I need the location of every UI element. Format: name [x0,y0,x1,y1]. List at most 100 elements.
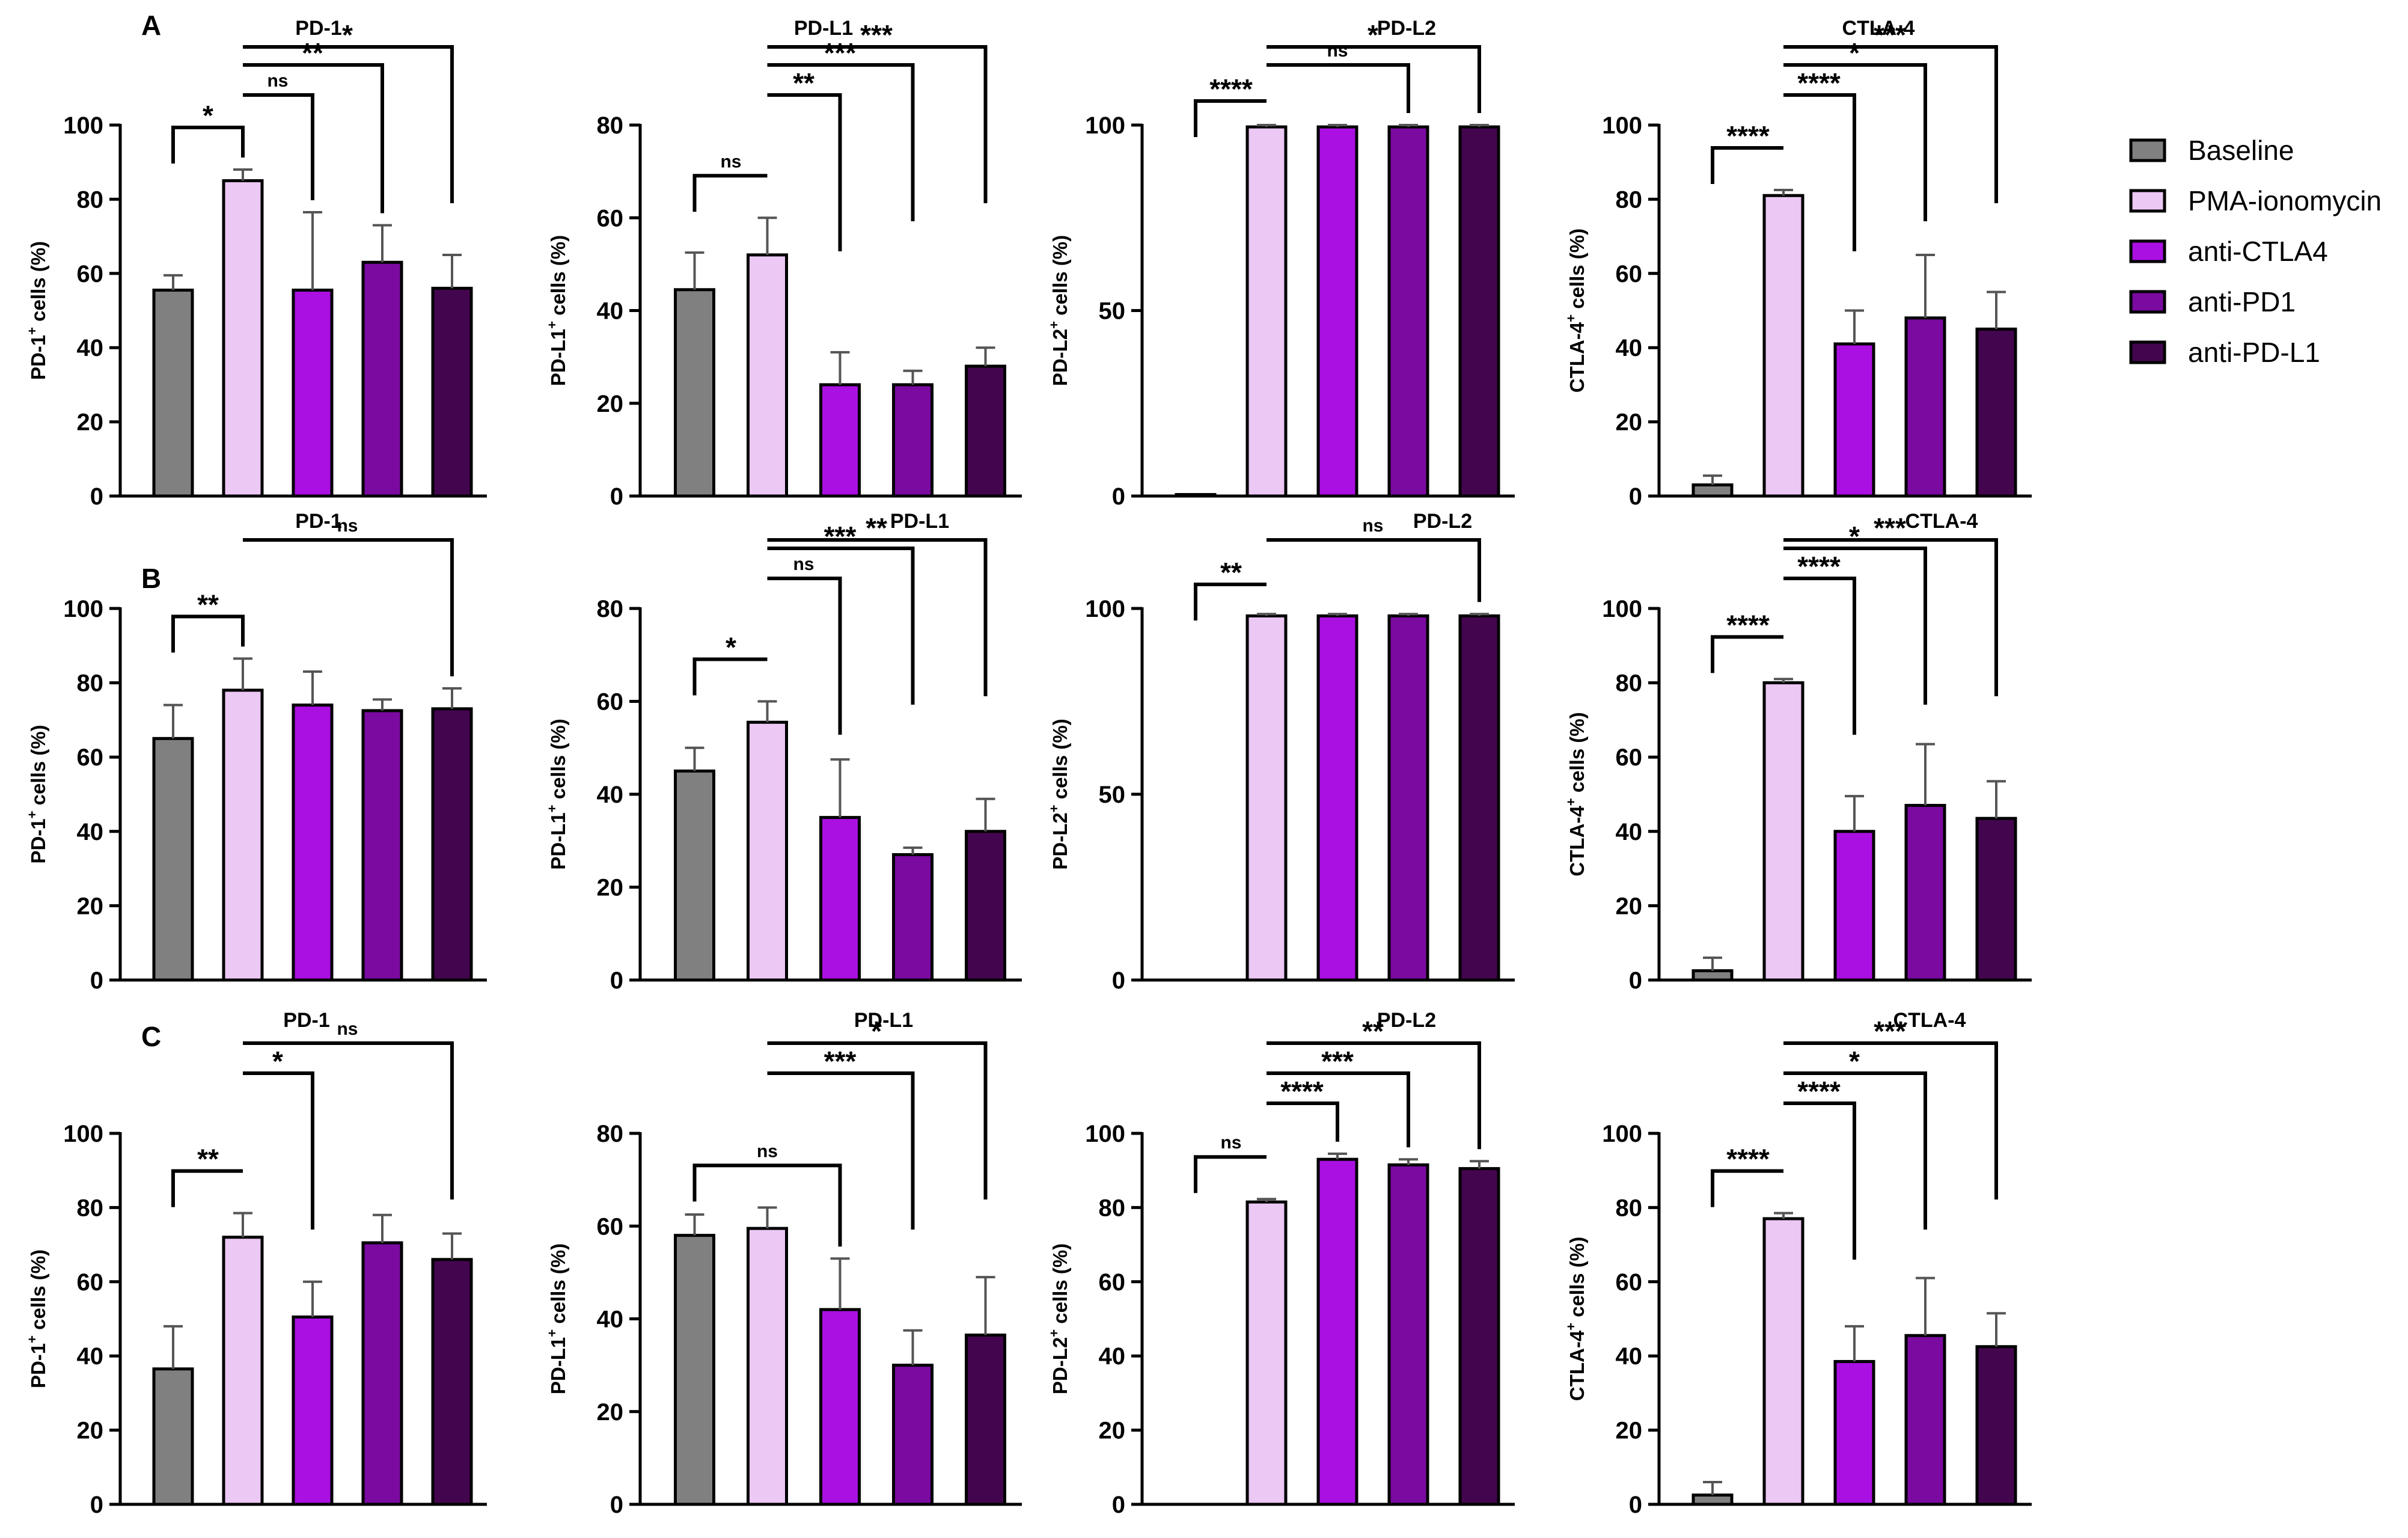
significance-bracket [171,614,245,653]
significance-label: ns [793,554,814,574]
y-axis-label: PD-L1+ cells (%) [545,1243,569,1394]
significance-bracket [1267,1071,1410,1148]
significance-label: ns [337,516,358,536]
significance-bracket [1783,1071,1927,1230]
bar-anti-pd1 [1387,125,1429,498]
significance-bracket [1783,1101,1856,1260]
significance-bracket [1711,1169,1783,1207]
y-axis-label: PD-L1+ cells (%) [545,235,569,386]
significance-bracket [692,1163,842,1247]
y-tick-label: 60 [1616,261,1643,287]
row-label-b: B [141,563,161,594]
bar-pma-ionomycin [747,1227,788,1506]
y-tick-label: 20 [597,1399,624,1426]
significance-bracket [1194,583,1267,620]
y-tick-label: 60 [1616,1269,1643,1296]
y-axis-label: PD-1+ cells (%) [25,725,49,863]
significance-bracket [1267,45,1481,113]
y-tick-label: 20 [77,893,104,919]
y-tick-label: 50 [1099,298,1126,325]
significance-bracket [1783,1041,1998,1199]
significance-bracket [171,1169,243,1207]
bar-anti-pd-l1 [1975,327,2017,498]
y-tick-label: 100 [1085,112,1125,139]
legend-label: Baseline [2188,135,2294,166]
bar-pma-ionomycin [1762,194,1804,498]
panel-B-pd-l2: PD-L2 PD-L2+ cells (%) 0 50 100 ** ns [1047,510,1515,994]
significance-label: ns [720,152,741,171]
bar-pma-ionomycin [1245,1200,1288,1506]
y-tick-label: 60 [1099,1269,1126,1296]
significance-label: **** [1280,1076,1324,1107]
panel-title: PD-1 [283,1009,329,1032]
significance-label: ** [302,37,323,69]
y-axis-label: CTLA-4+ cells (%) [1563,712,1588,876]
bar-anti-ctla4 [1833,1359,1875,1506]
panel-title: CTLA-4 [1893,1009,1966,1032]
significance-label: ** [197,589,219,620]
legend-label: anti-PD1 [2188,286,2296,317]
significance-bracket [1783,577,1856,735]
significance-label: ns [337,1019,358,1039]
significance-bracket [243,1041,454,1199]
y-tick-label: 80 [77,186,104,213]
y-tick-label: 0 [90,1492,103,1518]
legend-label: anti-PD-L1 [2188,337,2320,368]
bar-anti-pd-l1 [1458,125,1500,498]
y-tick-label: 0 [1629,967,1642,994]
bar-anti-pd1 [361,709,403,982]
significance-bracket [767,547,915,705]
y-tick-label: 40 [597,1307,624,1333]
y-tick-label: 40 [77,335,104,361]
y-tick-label: 20 [77,1418,104,1444]
significance-bracket [243,45,454,203]
y-axis-label: CTLA-4+ cells (%) [1563,228,1588,393]
significance-label: **** [1726,120,1770,152]
y-tick-label: 20 [77,409,104,436]
bar-baseline [1691,483,1734,498]
y-tick-label: 20 [597,875,624,901]
bar-anti-pd-l1 [965,364,1006,498]
significance-label: * [726,632,736,663]
bar-anti-ctla4 [1316,614,1358,982]
bar-anti-pd1 [1387,614,1429,982]
significance-label: * [1849,37,1860,69]
bar-anti-ctla4 [1316,125,1358,498]
significance-bracket [767,1071,915,1230]
row-label-c: C [141,1021,161,1052]
bar-baseline [1691,969,1734,982]
bar-pma-ionomycin [747,253,788,498]
significance-label: * [1849,521,1860,552]
panel-title: PD-L1 [890,510,949,533]
significance-label: ns [1362,516,1383,536]
y-tick-label: 80 [597,112,624,139]
panel-title: CTLA-4 [1842,17,1915,40]
y-tick-label: 40 [597,782,624,808]
y-tick-label: 60 [1616,744,1643,771]
bar-anti-pd-l1 [965,1333,1006,1506]
bar-anti-pd-l1 [1458,614,1500,982]
significance-bracket [767,93,842,251]
significance-label: **** [1797,1076,1841,1107]
bar-anti-pd-l1 [431,286,473,498]
significance-label: **** [1209,73,1253,105]
significance-bracket [767,63,915,221]
y-tick-label: 0 [610,483,623,510]
significance-label: * [272,1046,283,1077]
y-tick-label: 80 [1099,1195,1126,1221]
y-tick-label: 60 [597,1213,624,1240]
bar-anti-ctla4 [1316,1157,1358,1506]
y-tick-label: 80 [597,1121,624,1147]
y-tick-label: 50 [1099,782,1126,808]
significance-label: ** [793,67,814,99]
significance-label: * [871,1016,882,1047]
significance-label: ns [757,1141,778,1161]
panel-title: PD-L2 [1377,17,1436,40]
legend-label: PMA-ionomycin [2188,185,2382,216]
significance-bracket [171,126,245,164]
